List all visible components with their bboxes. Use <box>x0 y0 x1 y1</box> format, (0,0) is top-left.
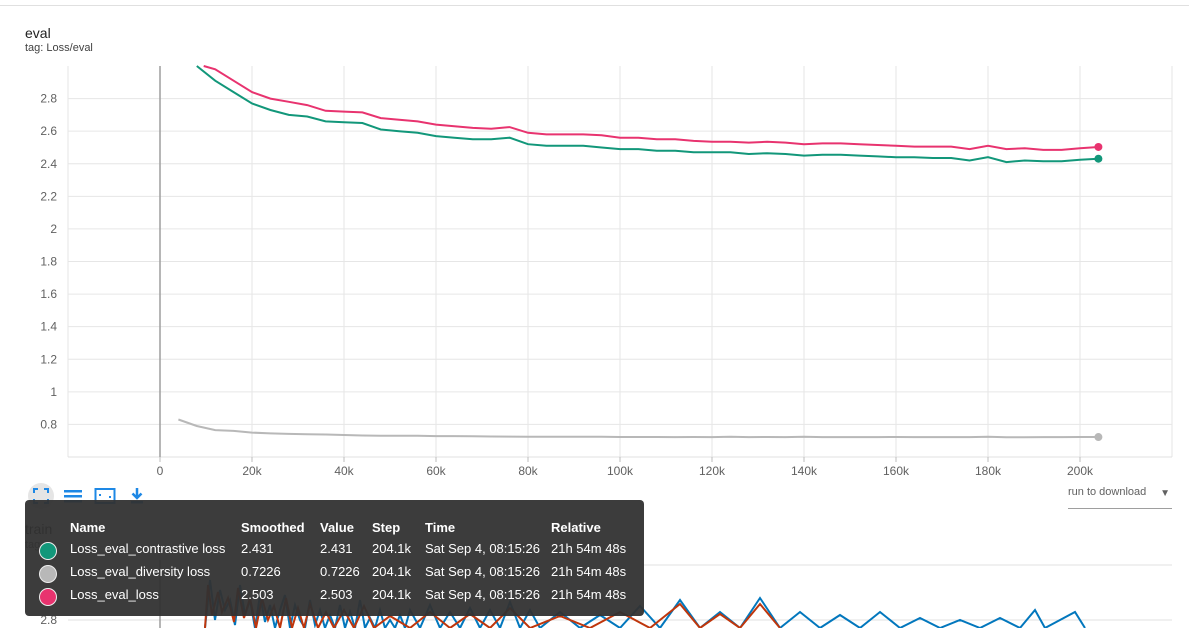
x-tick-label: 160k <box>883 464 910 478</box>
series-endpoint-marker <box>1094 433 1103 442</box>
tooltip-value: 0.7226 <box>320 564 360 579</box>
x-tick-label: 120k <box>699 464 726 478</box>
x-tick-label: 0 <box>157 464 164 478</box>
y-tick-label: 1.4 <box>40 320 57 334</box>
tooltip-series-name: Loss_eval_contrastive loss <box>70 541 226 556</box>
y-tick-label: 1.2 <box>40 352 57 366</box>
tooltip-time: Sat Sep 4, 08:15:26 <box>425 587 540 602</box>
x-tick-label: 100k <box>607 464 634 478</box>
tooltip-step: 204.1k <box>372 541 412 556</box>
x-tick-label: 140k <box>791 464 818 478</box>
tooltip-step: 204.1k <box>372 587 412 602</box>
x-tick-label: 20k <box>242 464 262 478</box>
series-color-swatch <box>39 565 57 583</box>
tooltip-time: Sat Sep 4, 08:15:26 <box>425 564 540 579</box>
tooltip-value: 2.503 <box>320 587 353 602</box>
tooltip-step: 204.1k <box>372 564 412 579</box>
x-tick-label: 80k <box>518 464 538 478</box>
tooltip-row: Loss_eval_contrastive loss 2.431 2.431 2… <box>25 541 644 561</box>
x-tick-label: 40k <box>334 464 354 478</box>
tooltip-header-relative: Relative <box>551 520 601 535</box>
tooltip-relative: 21h 54m 48s <box>551 587 627 602</box>
y-tick-label: 2.2 <box>40 189 57 203</box>
chart-title: eval <box>25 25 51 41</box>
chevron-down-icon: ▼ <box>1160 488 1170 499</box>
y-tick-label: 2 <box>50 222 57 236</box>
card-divider <box>0 5 1189 6</box>
tooltip-value: 2.431 <box>320 541 353 556</box>
series-endpoint-marker <box>1094 142 1103 151</box>
tooltip-header-time: Time <box>425 520 456 535</box>
tooltip-header-row: Name Smoothed Value Step Time Relative <box>25 520 644 540</box>
y-tick-label: 2.4 <box>40 157 57 171</box>
x-tick-label: 180k <box>975 464 1002 478</box>
chart-tooltip: Name Smoothed Value Step Time Relative L… <box>25 500 644 616</box>
y-tick-label: 2.8 <box>40 92 57 106</box>
x-tick-label: 200k <box>1067 464 1094 478</box>
tooltip-row: Loss_eval_loss 2.503 2.503 204.1k Sat Se… <box>25 587 644 607</box>
tooltip-series-name: Loss_eval_loss <box>70 587 159 602</box>
eval-line-chart[interactable]: 0.8 1 1.2 1.4 1.6 1.8 2 2.2 2.4 2.6 2.8 0 20k 40k 60k 8… <box>0 60 1189 480</box>
y-tick-label: 1.8 <box>40 255 57 269</box>
tooltip-header-smoothed: Smoothed <box>241 520 305 535</box>
tooltip-row: Loss_eval_diversity loss 0.7226 0.7226 2… <box>25 564 644 584</box>
series-line <box>203 65 1099 151</box>
y-tick-label: 2.6 <box>40 124 57 138</box>
x-tick-label: 60k <box>426 464 446 478</box>
tooltip-relative: 21h 54m 48s <box>551 541 627 556</box>
run-to-download-select[interactable]: run to download ▼ <box>1068 486 1172 509</box>
tooltip-header-step: Step <box>372 520 401 535</box>
tooltip-smoothed-value: 0.7226 <box>241 564 281 579</box>
tooltip-smoothed-value: 2.431 <box>241 541 274 556</box>
series-endpoint-marker <box>1094 154 1103 163</box>
series-color-swatch <box>39 542 57 560</box>
tooltip-header-name: Name <box>70 520 106 535</box>
train-y-tick: 2.8 <box>40 613 57 627</box>
series-line <box>178 418 1099 439</box>
fit-domain-icon <box>33 488 49 504</box>
tooltip-header-value: Value <box>320 520 354 535</box>
chart-tag: tag: Loss/eval <box>25 42 93 54</box>
tooltip-time: Sat Sep 4, 08:15:26 <box>425 541 540 556</box>
series-color-swatch <box>39 588 57 606</box>
y-tick-label: 0.8 <box>40 417 57 431</box>
y-tick-label: 1 <box>50 385 57 399</box>
y-tick-label: 1.6 <box>40 287 57 301</box>
series-line <box>196 65 1099 164</box>
tooltip-smoothed-value: 2.503 <box>241 587 274 602</box>
tooltip-relative: 21h 54m 48s <box>551 564 627 579</box>
run-to-download-label: run to download <box>1068 486 1147 498</box>
tooltip-series-name: Loss_eval_diversity loss <box>70 564 211 579</box>
